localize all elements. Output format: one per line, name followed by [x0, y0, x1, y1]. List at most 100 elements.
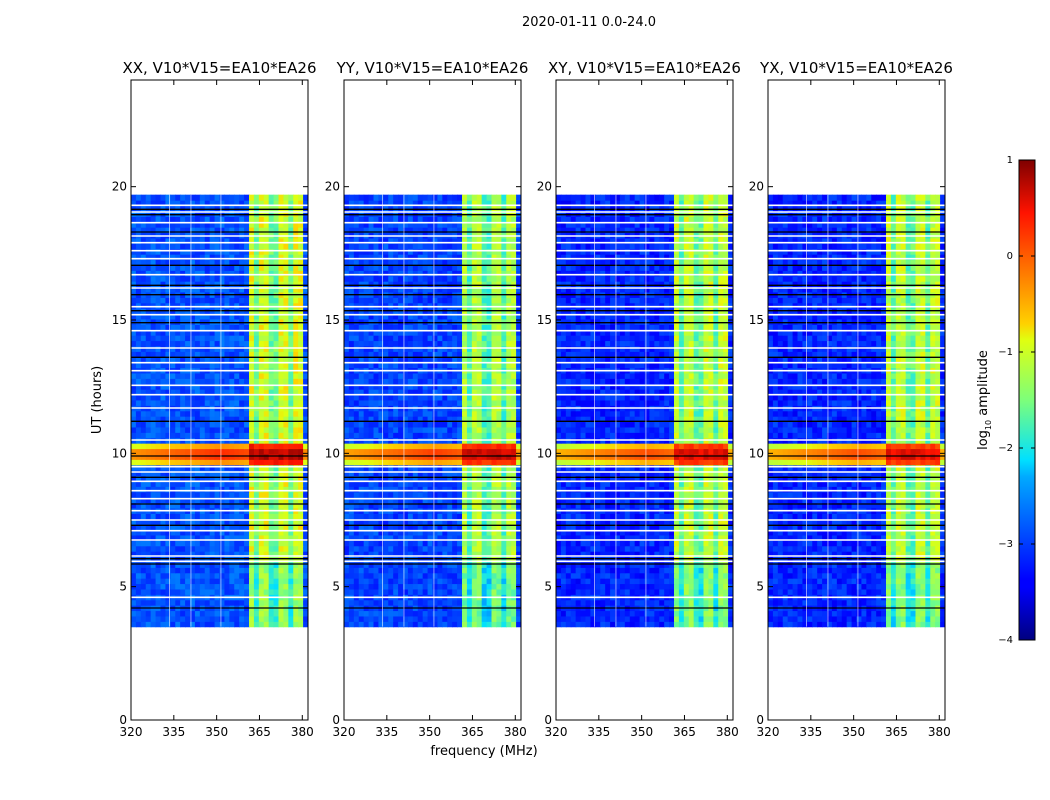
heatmap-cell [239, 443, 245, 450]
heatmap-cell [249, 551, 255, 558]
heatmap-cell [501, 518, 507, 525]
heatmap-cell [224, 227, 230, 234]
heatmap-cell [253, 470, 260, 477]
heatmap-cell [263, 621, 270, 628]
heatmap-cell [353, 394, 360, 401]
heatmap-cell [278, 259, 285, 266]
heatmap-cell [204, 475, 211, 482]
heatmap-cell [190, 518, 196, 525]
heatmap-cell [491, 615, 498, 622]
heatmap-cell [427, 518, 434, 525]
heatmap-cell [214, 475, 221, 482]
heatmap-cell [388, 486, 394, 493]
heatmap-cell [258, 615, 265, 622]
heatmap-cell [437, 583, 443, 590]
heatmap-cell [491, 583, 498, 590]
heatmap-cell [358, 567, 365, 574]
heatmap-cell [422, 356, 429, 363]
heatmap-cell [457, 583, 463, 590]
heatmap-cell [398, 480, 404, 487]
heatmap-cell [239, 383, 245, 390]
heatmap-cell [303, 378, 308, 385]
heatmap-cell [516, 588, 521, 595]
heatmap-cell [253, 486, 260, 493]
heatmap-cell [219, 426, 226, 433]
heatmap-cell [209, 464, 216, 471]
heatmap-cell [209, 281, 216, 288]
heatmap-cell [506, 362, 512, 369]
heatmap-cell [388, 416, 394, 423]
heatmap-cell [224, 264, 230, 271]
heatmap-cell [278, 416, 285, 423]
heatmap-cell [273, 281, 280, 288]
heatmap-cell [511, 599, 517, 606]
heatmap-cell [496, 567, 502, 574]
heatmap-cell [145, 448, 152, 455]
heatmap-cell [150, 551, 157, 558]
heatmap-cell [398, 491, 404, 498]
heatmap-cell [258, 227, 265, 234]
heatmap-cell [204, 248, 211, 255]
heatmap-cell [447, 551, 453, 558]
heatmap-cell [486, 475, 493, 482]
heatmap-cell [160, 588, 167, 595]
heatmap-cell [194, 540, 201, 547]
heatmap-cell [160, 221, 167, 228]
heatmap-cell [185, 578, 191, 585]
heatmap-cell [288, 378, 294, 385]
heatmap-cell [383, 534, 389, 541]
heatmap-cell [462, 610, 468, 617]
heatmap-cell [353, 561, 360, 568]
heatmap-cell [373, 399, 380, 406]
heatmap-cell [258, 194, 265, 201]
heatmap-cell [140, 416, 147, 423]
heatmap-cell [288, 345, 294, 352]
heatmap-cell [229, 448, 235, 455]
heatmap-cell [407, 389, 414, 396]
heatmap-cell [293, 329, 299, 336]
heatmap-cell [298, 459, 304, 466]
heatmap-cell [363, 599, 370, 606]
heatmap-cell [378, 621, 384, 628]
heatmap-cell [150, 588, 157, 595]
heatmap-cell [496, 324, 502, 331]
heatmap-cell [150, 356, 157, 363]
heatmap-cell [496, 502, 502, 509]
heatmap-cell [288, 551, 294, 558]
heatmap-cell [185, 345, 191, 352]
heatmap-cell [393, 324, 399, 331]
heatmap-cell [283, 551, 289, 558]
heatmap-cell [190, 221, 196, 228]
heatmap-cell [471, 329, 478, 336]
heatmap-cell [476, 491, 483, 498]
heatmap-cell [303, 540, 308, 547]
heatmap-cell [442, 356, 448, 363]
heatmap-cell [283, 486, 289, 493]
heatmap-cell [516, 545, 521, 552]
heatmap-cell [140, 556, 147, 563]
heatmap-cell [204, 416, 211, 423]
heatmap-cell [303, 205, 308, 212]
heatmap-cell [437, 335, 443, 342]
heatmap-cell [288, 286, 294, 293]
heatmap-cell [293, 216, 299, 223]
heatmap-cell [383, 491, 389, 498]
heatmap-cell [283, 545, 289, 552]
heatmap-cell [239, 464, 245, 471]
heatmap-cell [501, 340, 507, 347]
heatmap-cell [131, 475, 137, 482]
heatmap-cell [155, 470, 162, 477]
heatmap-cell [466, 324, 473, 331]
heatmap-cell [388, 345, 394, 352]
heatmap-cell [194, 378, 201, 385]
heatmap-cell [501, 421, 507, 428]
heatmap-cell [353, 432, 360, 439]
heatmap-cell [373, 475, 380, 482]
heatmap-cell [486, 578, 493, 585]
heatmap-cell [344, 383, 350, 390]
heatmap-cell [348, 329, 355, 336]
heatmap-cell [427, 545, 434, 552]
heatmap-cell [253, 394, 260, 401]
heatmap-cell [501, 372, 507, 379]
heatmap-cell [442, 561, 448, 568]
